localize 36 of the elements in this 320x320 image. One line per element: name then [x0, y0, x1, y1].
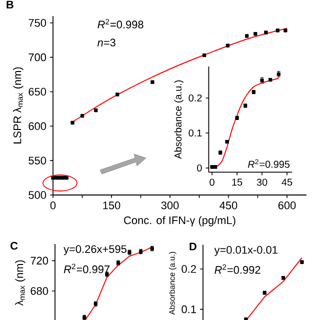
x-tick-label: 0 — [210, 178, 214, 186]
x-tick-label: 30 — [256, 178, 268, 186]
annotation: n=3 — [97, 38, 116, 46]
x-tick-label: 450 — [220, 202, 238, 210]
x-tick-label: 15 — [232, 178, 242, 186]
x-tick-label: 600 — [278, 202, 296, 210]
y-tick-label: 750 — [28, 19, 46, 27]
y-axis-title: Absorbance (a.u.) — [174, 80, 184, 159]
chart-title: D — [190, 242, 196, 250]
chart-title: B — [6, 0, 14, 8]
annotation: R$^{2}$=0.992 — [214, 264, 260, 274]
y-tick-label: 550 — [28, 156, 46, 164]
x-tick-label: 0 — [50, 202, 56, 210]
x-tick-label: 150 — [103, 202, 120, 210]
y-tick-label: 0 — [197, 164, 202, 172]
annotation: R$^{2}$=0.998 — [98, 18, 144, 28]
y-tick-label: 700 — [28, 53, 46, 62]
annotation: y=0.26x+595 — [64, 245, 126, 256]
x-axis-title: Conc. of IFN-γ (pg/mL) — [124, 216, 236, 226]
y-tick-label: 720 — [30, 256, 48, 265]
x-tick-label: 45 — [282, 178, 292, 186]
y-tick-label: 680 — [30, 287, 48, 295]
chart-title: C — [10, 242, 18, 250]
y-axis-title: λ$_{max}$ (nm) — [15, 260, 26, 306]
y-tick-label: 0.1 — [182, 305, 196, 314]
y-tick-label: 0.2 — [182, 265, 196, 273]
y-tick-label: 650 — [28, 88, 46, 96]
annotation: y=0.01x-0.01 — [214, 246, 278, 256]
x-tick-label: 300 — [161, 202, 179, 210]
annotation: R$^{2}$=0.997 — [64, 264, 110, 274]
y-axis-title: LSPR λ$_{max}$ (nm) — [13, 67, 24, 144]
y-tick-label: 0.2 — [188, 94, 202, 102]
y-tick-label: 0.1 — [188, 129, 202, 137]
annotation: R$^{2}$=0.995 — [248, 159, 290, 168]
y-tick-label: 500 — [28, 191, 46, 199]
y-tick-label: 600 — [28, 122, 46, 130]
